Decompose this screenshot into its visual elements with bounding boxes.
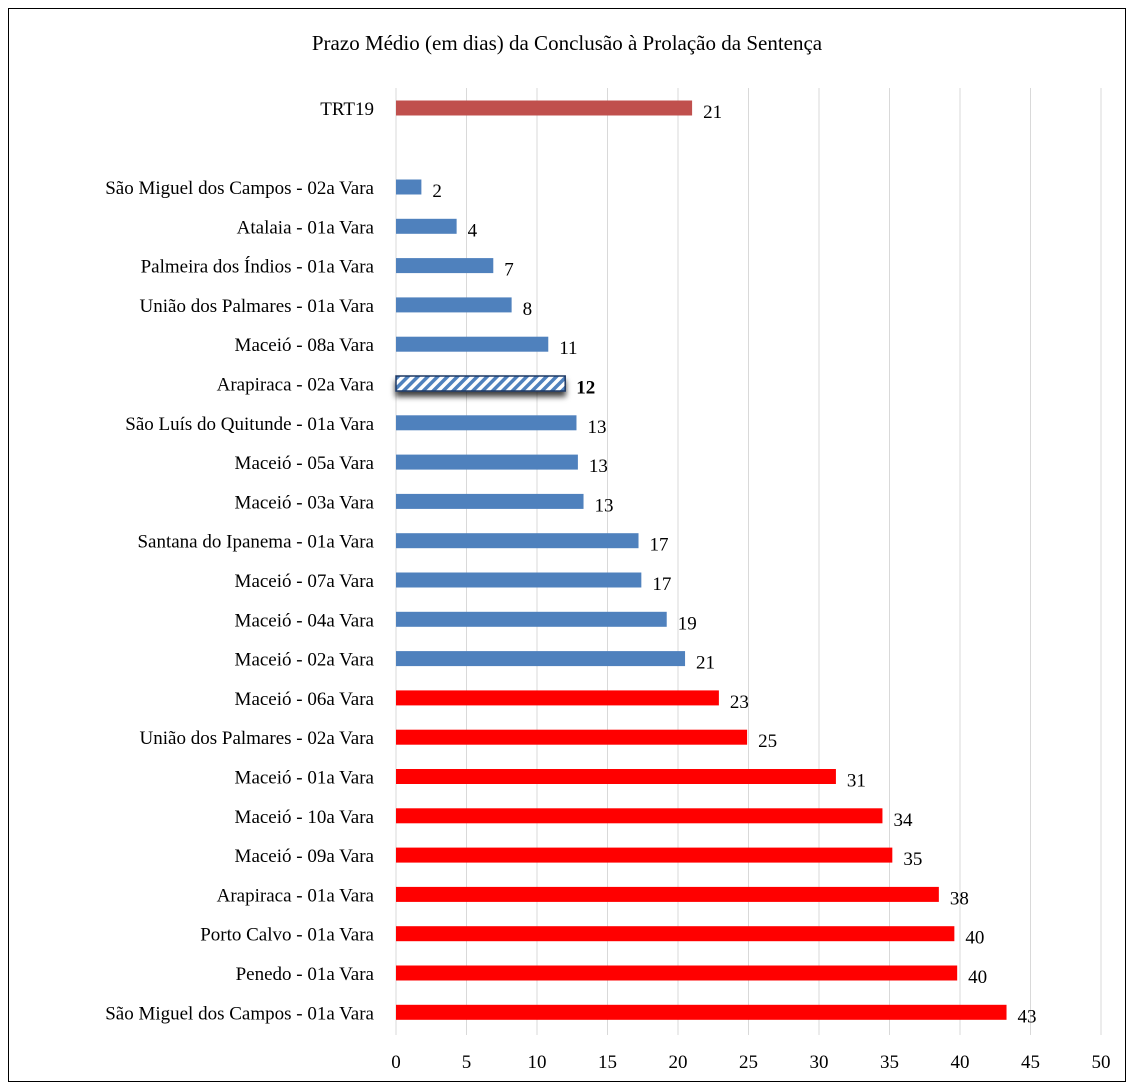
data-label: 17 (652, 574, 671, 595)
bar (395, 375, 566, 392)
data-label: 13 (595, 495, 614, 516)
bars (395, 100, 1007, 1020)
bar (396, 100, 693, 116)
x-tick-label: 50 (1092, 1052, 1111, 1073)
chart-title: Prazo Médio (em dias) da Conclusão à Pro… (312, 31, 823, 55)
data-label: 21 (703, 102, 722, 123)
category-label: São Miguel dos Campos - 02a Vara (105, 178, 374, 199)
gridlines (395, 88, 1102, 1035)
category-label: Maceió - 01a Vara (235, 768, 375, 789)
data-label: 34 (893, 810, 913, 831)
x-tick-label: 30 (810, 1052, 829, 1073)
category-label: Maceió - 05a Vara (235, 453, 375, 474)
bar (396, 965, 958, 981)
bar (396, 690, 719, 706)
data-labels: 21 2 4 78 11 12 13 13 13 17 17 19 21 23 25 31 34 35 38 40 40… (432, 102, 1036, 1027)
bar (396, 454, 578, 470)
category-label: Maceió - 06a Vara (235, 689, 375, 710)
category-label: Arapiraca - 01a Vara (217, 885, 375, 906)
data-label: 35 (903, 849, 922, 870)
x-tick-label: 0 (391, 1052, 401, 1073)
bar (396, 297, 512, 313)
category-labels: TRT19 São Miguel dos Campos - 02a Vara Ata… (105, 99, 374, 1024)
x-tick-label: 15 (598, 1052, 617, 1073)
data-label: 4 (468, 220, 478, 241)
x-axis-ticks: 0 5 10 15 20 25 30 35 40 45 50 (391, 1052, 1110, 1073)
category-label: Maceió - 08a Vara (235, 335, 375, 356)
category-label: União dos Palmares - 02a Vara (140, 728, 375, 749)
data-label: 8 (523, 299, 533, 320)
data-label: 12 (576, 378, 595, 399)
bar (396, 847, 893, 863)
bar (396, 493, 584, 509)
data-label: 7 (504, 260, 514, 281)
bar (396, 336, 549, 352)
x-tick-label: 45 (1021, 1052, 1040, 1073)
bar (396, 808, 883, 824)
bar (396, 179, 422, 195)
category-label: União dos Palmares - 01a Vara (140, 296, 375, 317)
data-label: 31 (847, 771, 866, 792)
data-label: 19 (678, 613, 697, 634)
data-label: 2 (432, 181, 442, 202)
data-label: 43 (1018, 1006, 1037, 1027)
bar (396, 729, 748, 745)
x-tick-label: 25 (739, 1052, 758, 1073)
category-label: Maceió - 04a Vara (235, 610, 375, 631)
data-label: 23 (730, 692, 749, 713)
data-label: 38 (950, 888, 969, 909)
bar (396, 926, 955, 942)
data-label: 21 (696, 653, 715, 674)
x-tick-label: 40 (951, 1052, 970, 1073)
category-label: Maceió - 03a Vara (235, 492, 375, 513)
bar (396, 769, 836, 784)
category-label: Arapiraca - 02a Vara (217, 375, 375, 396)
x-tick-label: 5 (462, 1052, 472, 1073)
bar (396, 886, 939, 902)
bar (396, 572, 642, 588)
data-label: 17 (650, 535, 669, 556)
category-label: São Luís do Quitunde - 01a Vara (125, 414, 374, 435)
x-tick-label: 10 (528, 1052, 547, 1073)
bar (396, 533, 639, 549)
category-label: Atalaia - 01a Vara (237, 217, 375, 238)
data-label: 11 (559, 338, 577, 359)
category-label: Penedo - 01a Vara (236, 964, 375, 985)
bar (396, 611, 667, 627)
data-label: 13 (587, 417, 606, 438)
bar (396, 1004, 1007, 1020)
category-label: Maceió - 02a Vara (235, 650, 375, 671)
data-label: 13 (589, 456, 608, 477)
category-label: São Miguel dos Campos - 01a Vara (105, 1003, 374, 1024)
x-tick-label: 35 (880, 1052, 899, 1073)
bar (396, 651, 686, 667)
bar (396, 258, 494, 274)
category-label: Maceió - 07a Vara (235, 571, 375, 592)
bar (396, 218, 457, 234)
category-label: Santana do Ipanema - 01a Vara (137, 532, 374, 553)
x-tick-label: 20 (669, 1052, 688, 1073)
data-label: 40 (968, 967, 987, 988)
category-label: Maceió - 09a Vara (235, 846, 375, 867)
category-label: TRT19 (320, 99, 374, 120)
bar (396, 415, 577, 431)
data-label: 40 (965, 928, 984, 949)
category-label: Maceió - 10a Vara (235, 807, 375, 828)
category-label: Palmeira dos Índios - 01a Vara (141, 256, 375, 278)
data-label: 25 (758, 731, 777, 752)
category-label: Porto Calvo - 01a Vara (200, 925, 374, 946)
